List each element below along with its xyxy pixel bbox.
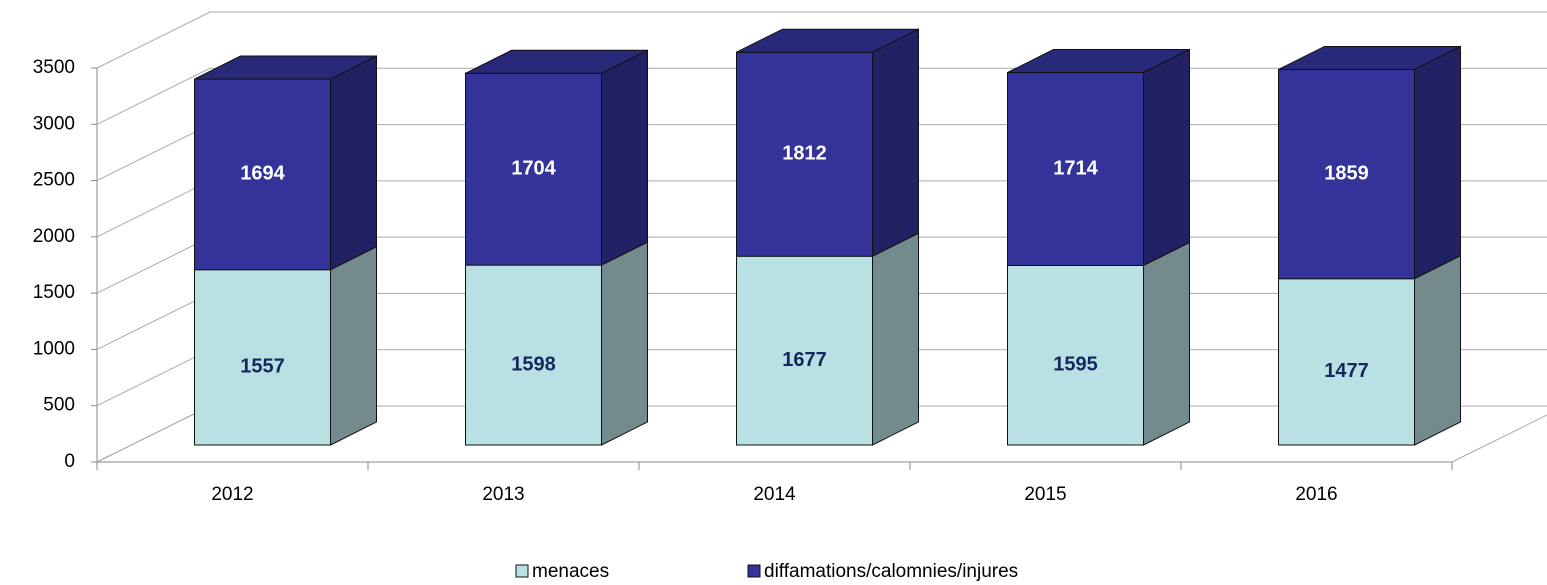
bar-side [872,28,919,258]
floor-right-edge [1451,414,1547,463]
bar-side [601,49,648,266]
value-label: 1812 [782,143,827,165]
bar [1007,72,1144,266]
bar-top [465,49,648,74]
value-label: 1598 [511,353,556,375]
y-tick-label: 2000 [33,226,75,247]
y-tick-label: 1500 [33,282,75,303]
y-tick-label: 2500 [33,170,75,191]
bar-side [601,241,648,446]
x-tick-label: 2012 [211,484,253,505]
value-label: 1694 [240,163,285,185]
y-tick-label: 0 [64,451,75,472]
y-tick-label: 3500 [33,57,75,78]
x-tick-label: 2016 [1295,484,1337,505]
x-tick-label: 2014 [753,484,796,505]
legend-swatch [515,564,529,578]
bar [194,78,331,271]
bar [1278,68,1415,280]
bar-side [1143,241,1190,446]
grid-line [96,11,1547,69]
bar-top [1278,45,1461,70]
legend-label: diffamations/calomnies/injures [764,561,1018,582]
bar-top [1007,49,1190,74]
bar-side [1143,48,1190,267]
bar [465,264,602,446]
value-label: 1677 [782,349,827,371]
value-label: 1859 [1324,162,1369,184]
value-label: 1714 [1053,157,1098,179]
bar-top [736,28,919,53]
x-tick-label: 2015 [1024,484,1066,505]
legend-swatch [747,564,761,578]
bar-side [330,55,377,271]
bar [1007,264,1144,446]
bar-side [872,232,919,446]
legend-label: menaces [532,561,609,582]
bar-side [1414,254,1461,446]
y-tick-label: 3000 [33,113,75,134]
bar [736,51,873,257]
bar-top [194,55,377,80]
bar-side [330,245,377,446]
value-label: 1595 [1053,354,1098,376]
value-label: 1477 [1324,360,1369,382]
value-label: 1704 [511,157,556,179]
bar [465,72,602,266]
y-tick-label: 500 [43,395,75,416]
value-label: 1557 [240,356,285,378]
bar-side [1414,45,1461,280]
bar [1278,278,1415,446]
bar [736,255,873,446]
y-tick-label: 1000 [33,338,75,359]
x-tick-label: 2013 [482,484,524,505]
